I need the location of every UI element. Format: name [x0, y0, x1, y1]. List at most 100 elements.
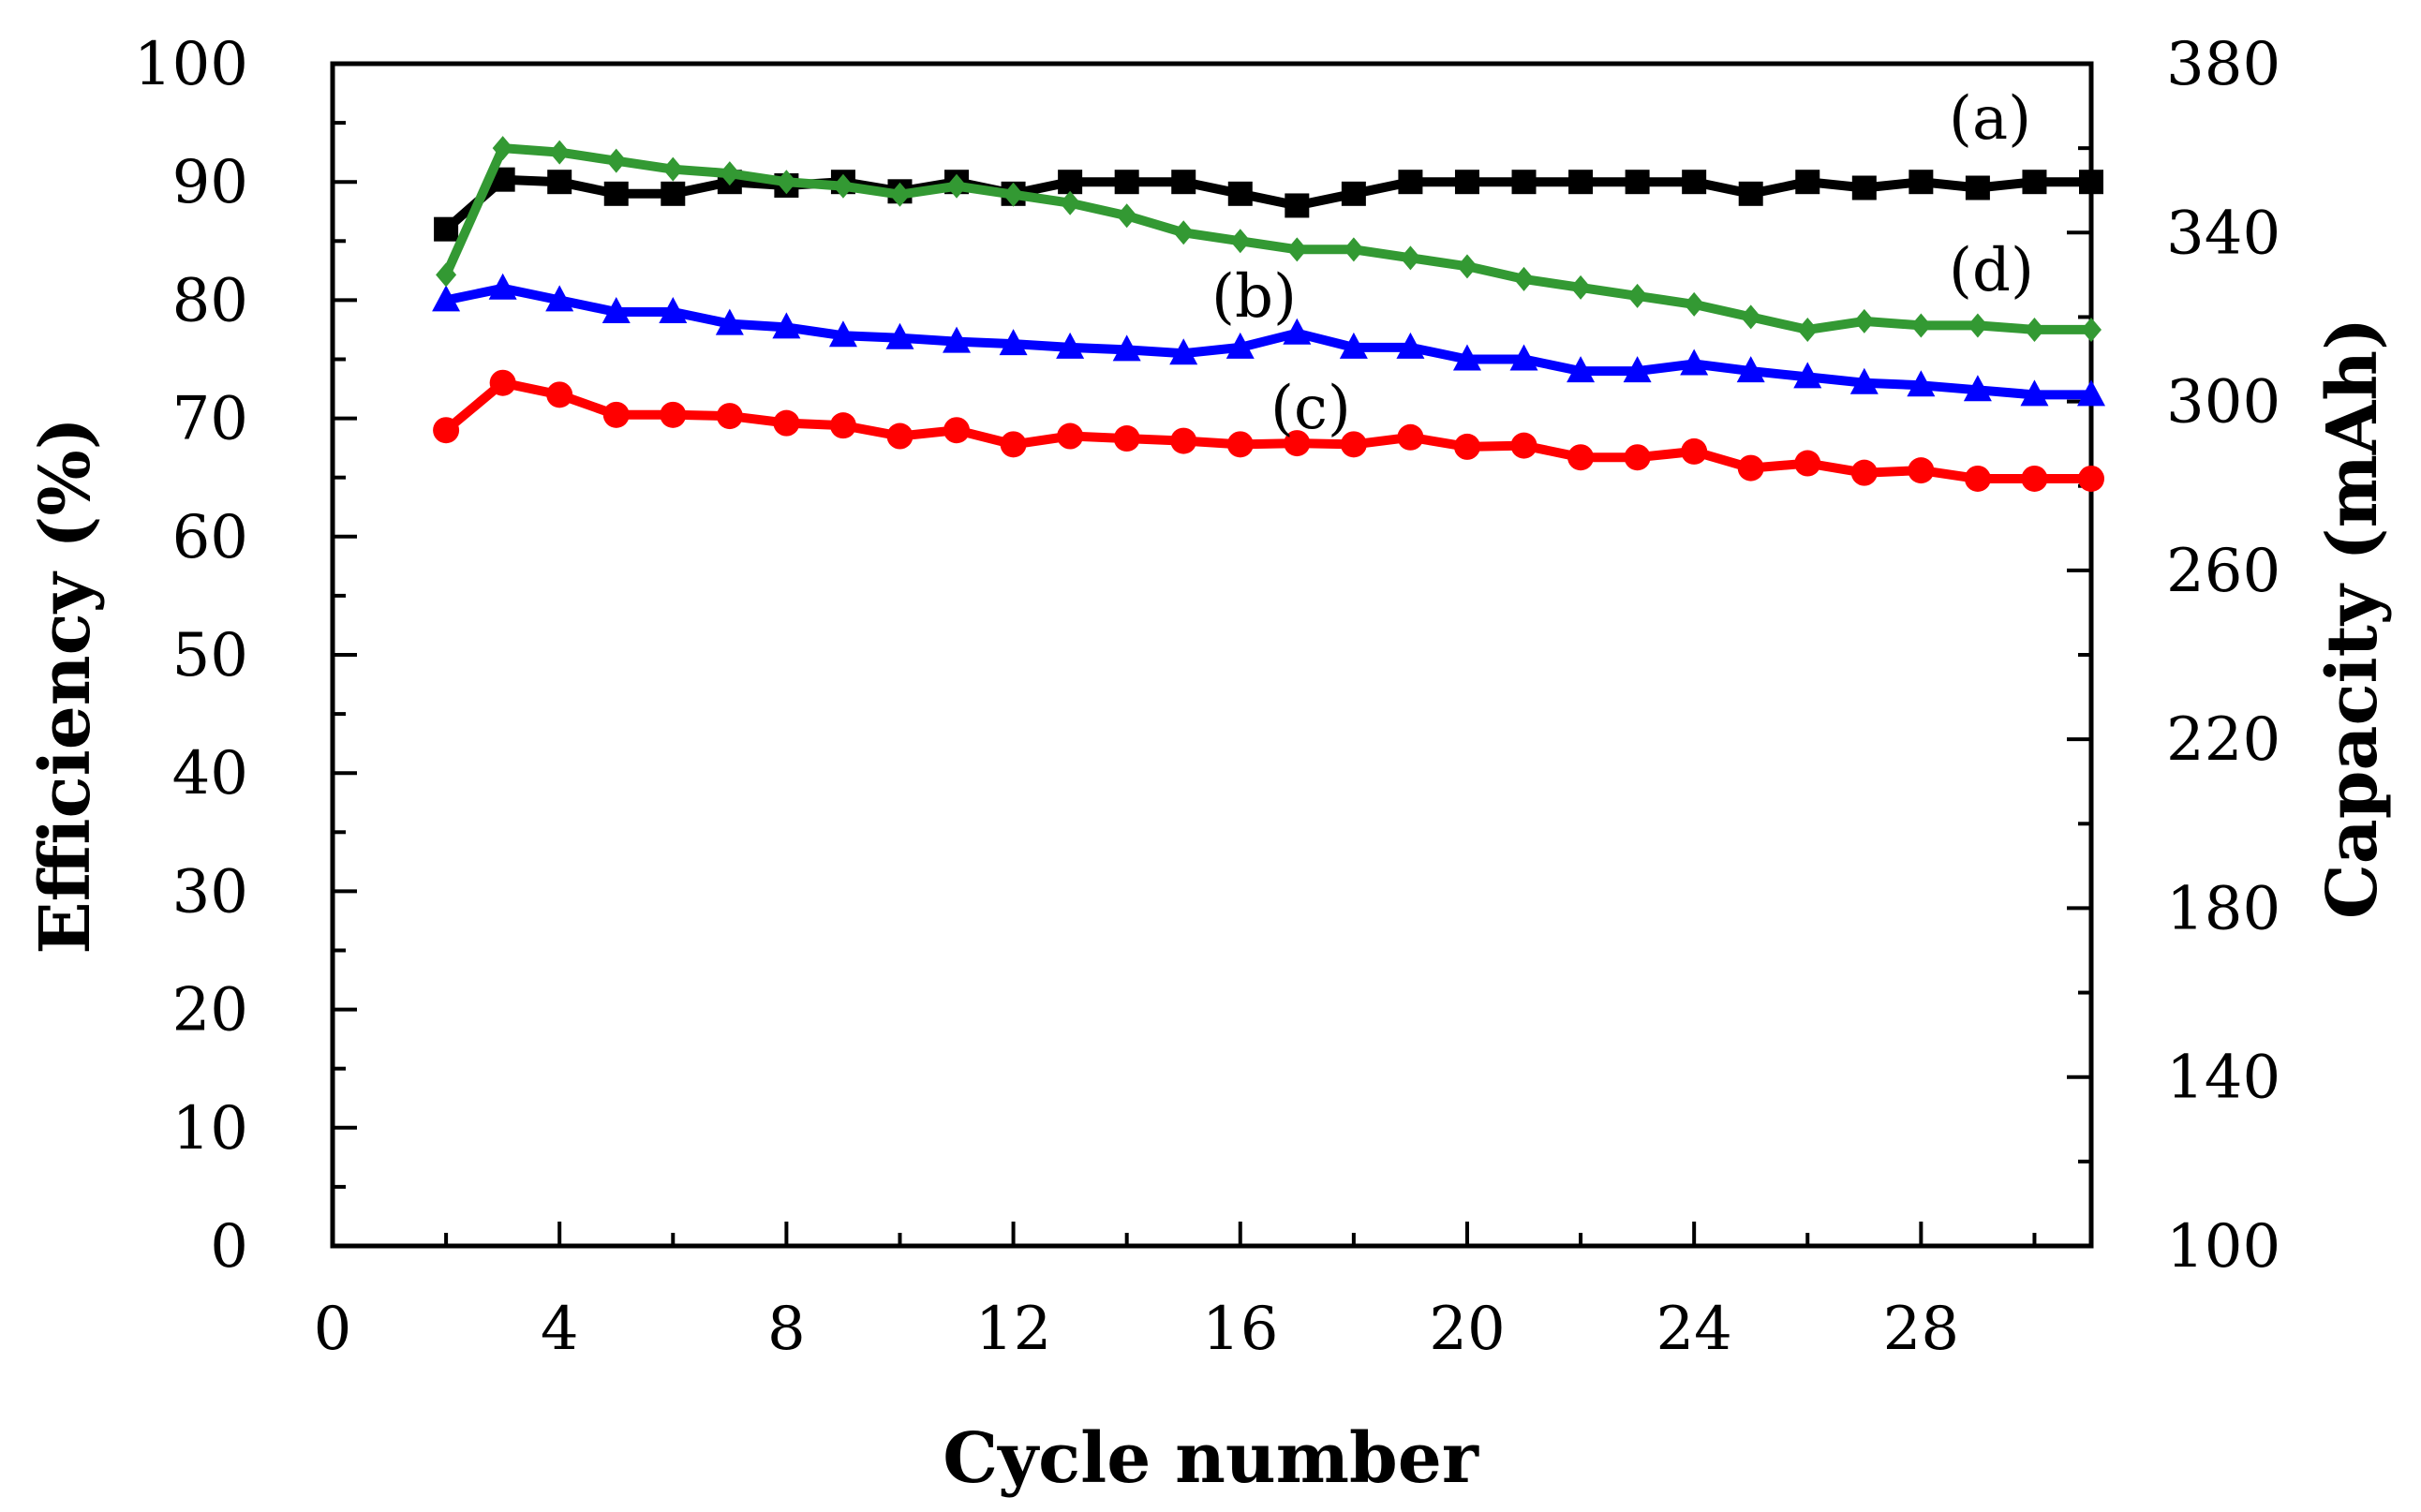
- data-point-1: [2079, 170, 2103, 195]
- data-point-4: [2024, 317, 2045, 342]
- data-point-4: [1173, 220, 1195, 245]
- data-point-4: [1400, 245, 1421, 271]
- data-point-1: [603, 181, 629, 206]
- annotation-c: (c): [1270, 374, 1351, 443]
- data-point-3: [716, 403, 743, 430]
- data-point-1: [1738, 181, 1763, 206]
- data-point-3: [602, 401, 630, 428]
- data-point-4: [1456, 254, 1478, 279]
- y-tick-label-right: 260: [2166, 537, 2280, 606]
- y-tick-label-left: 30: [172, 857, 248, 926]
- data-point-2: [1623, 356, 1652, 383]
- data-point-2: [1169, 338, 1198, 365]
- data-point-3: [660, 401, 687, 428]
- data-point-2: [1793, 362, 1822, 389]
- data-point-2: [2077, 379, 2105, 407]
- data-point-4: [1003, 182, 1024, 207]
- y-tick-label-left: 60: [172, 503, 248, 572]
- data-point-4: [605, 148, 627, 173]
- data-point-3: [886, 422, 913, 450]
- y-tick-label-right: 340: [2166, 199, 2280, 268]
- data-point-3: [546, 381, 573, 408]
- data-point-3: [1170, 427, 1197, 454]
- data-point-4: [1740, 304, 1761, 330]
- x-tick-label: 24: [1656, 1295, 1731, 1364]
- data-point-1: [1909, 170, 1934, 195]
- data-point-2: [1680, 348, 1709, 376]
- y-tick-label-right: 220: [2166, 705, 2280, 775]
- data-point-1: [1398, 170, 1423, 195]
- y-tick-label-left: 80: [172, 266, 248, 335]
- data-point-4: [1684, 291, 1705, 317]
- y-tick-label-right: 380: [2166, 30, 2280, 99]
- data-point-3: [1737, 454, 1764, 482]
- data-point-3: [1681, 437, 1708, 465]
- data-point-1: [547, 170, 572, 195]
- y-axis-title-left: Efficiency (%): [25, 417, 106, 954]
- data-point-3: [1340, 431, 1367, 458]
- data-point-1: [1965, 175, 1990, 200]
- data-point-2: [999, 329, 1028, 356]
- y-tick-label-left: 10: [172, 1094, 248, 1164]
- data-point-1: [1058, 170, 1083, 195]
- y-tick-label-left: 90: [172, 148, 248, 217]
- data-point-1: [1341, 181, 1366, 206]
- x-tick-label: 12: [975, 1295, 1051, 1364]
- data-point-2: [1396, 332, 1425, 359]
- y-tick-label-left: 50: [172, 621, 248, 690]
- data-point-4: [1116, 203, 1137, 229]
- series-1: [434, 167, 2103, 242]
- data-point-4: [1570, 274, 1592, 300]
- data-point-4: [662, 156, 684, 182]
- data-point-4: [436, 262, 457, 288]
- data-point-4: [1626, 283, 1648, 308]
- y-tick-label-right: 180: [2166, 874, 2280, 943]
- data-point-3: [2078, 465, 2104, 492]
- data-point-1: [1227, 181, 1253, 206]
- data-point-2: [1056, 332, 1085, 359]
- data-point-2: [1509, 344, 1538, 371]
- y-tick-label-right: 100: [2166, 1212, 2280, 1282]
- data-point-4: [1286, 237, 1308, 262]
- data-point-1: [1682, 170, 1707, 195]
- data-point-4: [719, 161, 740, 186]
- data-point-2: [1225, 332, 1255, 359]
- data-point-4: [1343, 237, 1364, 262]
- data-point-2: [1907, 370, 1936, 397]
- labels-layer: Cycle number Efficiency (%) Capacity (mA…: [25, 84, 2393, 1499]
- data-point-2: [545, 285, 574, 312]
- data-point-1: [434, 216, 459, 242]
- data-point-3: [1226, 431, 1254, 458]
- data-point-4: [2081, 317, 2102, 342]
- data-point-3: [1453, 433, 1480, 460]
- data-point-2: [488, 273, 517, 300]
- data-point-3: [1850, 459, 1878, 486]
- data-point-4: [946, 173, 968, 199]
- data-point-4: [549, 140, 571, 165]
- data-point-3: [1908, 457, 1935, 484]
- annotation-d: (d): [1949, 236, 2034, 305]
- y-tick-label-left: 0: [210, 1212, 248, 1282]
- data-point-2: [715, 308, 744, 335]
- data-point-4: [492, 136, 513, 161]
- data-point-3: [1113, 425, 1140, 452]
- data-point-1: [2022, 170, 2047, 195]
- data-point-4: [1060, 190, 1081, 215]
- data-point-2: [885, 322, 914, 349]
- series-line-2: [441, 283, 2096, 400]
- data-point-3: [1397, 423, 1424, 451]
- y-tick-label-left: 100: [134, 30, 248, 99]
- data-point-4: [776, 170, 797, 195]
- data-point-4: [1910, 313, 1932, 338]
- x-tick-label: 20: [1429, 1295, 1505, 1364]
- data-point-1: [1114, 170, 1139, 195]
- data-point-2: [1849, 367, 1879, 394]
- data-point-1: [1454, 170, 1479, 195]
- data-point-2: [1567, 356, 1596, 383]
- data-point-4: [889, 182, 911, 207]
- data-point-4: [1853, 308, 1875, 334]
- axes: 0 4 8 12 16 20 24 28 0 10 20 30 40 50 60 70 80 90 100 100 14…: [134, 30, 2280, 1364]
- data-point-2: [1283, 318, 1312, 345]
- data-point-4: [1967, 313, 1988, 338]
- data-point-4: [1513, 266, 1535, 291]
